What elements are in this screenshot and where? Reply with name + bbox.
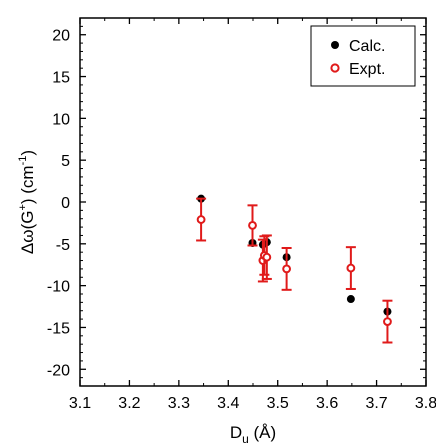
x-tick-label: 3.7 [365, 395, 387, 412]
axis-tick-labels: 3.1 3.2 3.3 3.4 3.5 3.6 3.7 3.8 -20 -15 -10 -5 0 5 10 1… [47, 28, 436, 412]
x-tick-label: 3.4 [217, 395, 239, 412]
y-tick-label: -20 [47, 362, 70, 379]
y-tick-label: -10 [47, 279, 70, 296]
y-tick-label: -15 [47, 320, 70, 337]
x-tick-label: 3.5 [267, 395, 289, 412]
legend-marker-expt [330, 63, 340, 73]
expt-point [282, 264, 292, 274]
legend: Calc. Expt. [310, 25, 416, 87]
y-tick-label: -5 [56, 237, 70, 254]
axis-ticks [79, 17, 427, 387]
expt-point [346, 263, 356, 273]
data-marks [196, 194, 393, 344]
x-tick-label: 3.6 [316, 395, 338, 412]
legend-box [310, 25, 416, 87]
y-tick-label: 5 [61, 153, 70, 170]
calc-point [346, 295, 355, 304]
expt-point [248, 221, 257, 230]
y-axis-label: Δω(G+) (cm-1) [17, 150, 37, 254]
x-axis-label: Du (Å) [230, 423, 276, 445]
expt-point [196, 215, 206, 224]
legend-marker-calc [331, 41, 339, 49]
x-tick-label: 3.2 [118, 395, 140, 412]
legend-label-expt: Expt. [349, 61, 385, 78]
y-tick-label: 10 [52, 111, 70, 128]
x-tick-label: 3.1 [69, 395, 91, 412]
y-tick-label: 15 [52, 70, 70, 87]
expt-point [262, 252, 272, 262]
x-tick-label: 3.3 [168, 395, 190, 412]
x-tick-label: 3.8 [415, 395, 436, 412]
legend-label-calc: Calc. [349, 38, 385, 55]
y-tick-label: 0 [61, 195, 70, 212]
y-tick-label: 20 [52, 28, 70, 45]
expt-point [383, 317, 392, 327]
